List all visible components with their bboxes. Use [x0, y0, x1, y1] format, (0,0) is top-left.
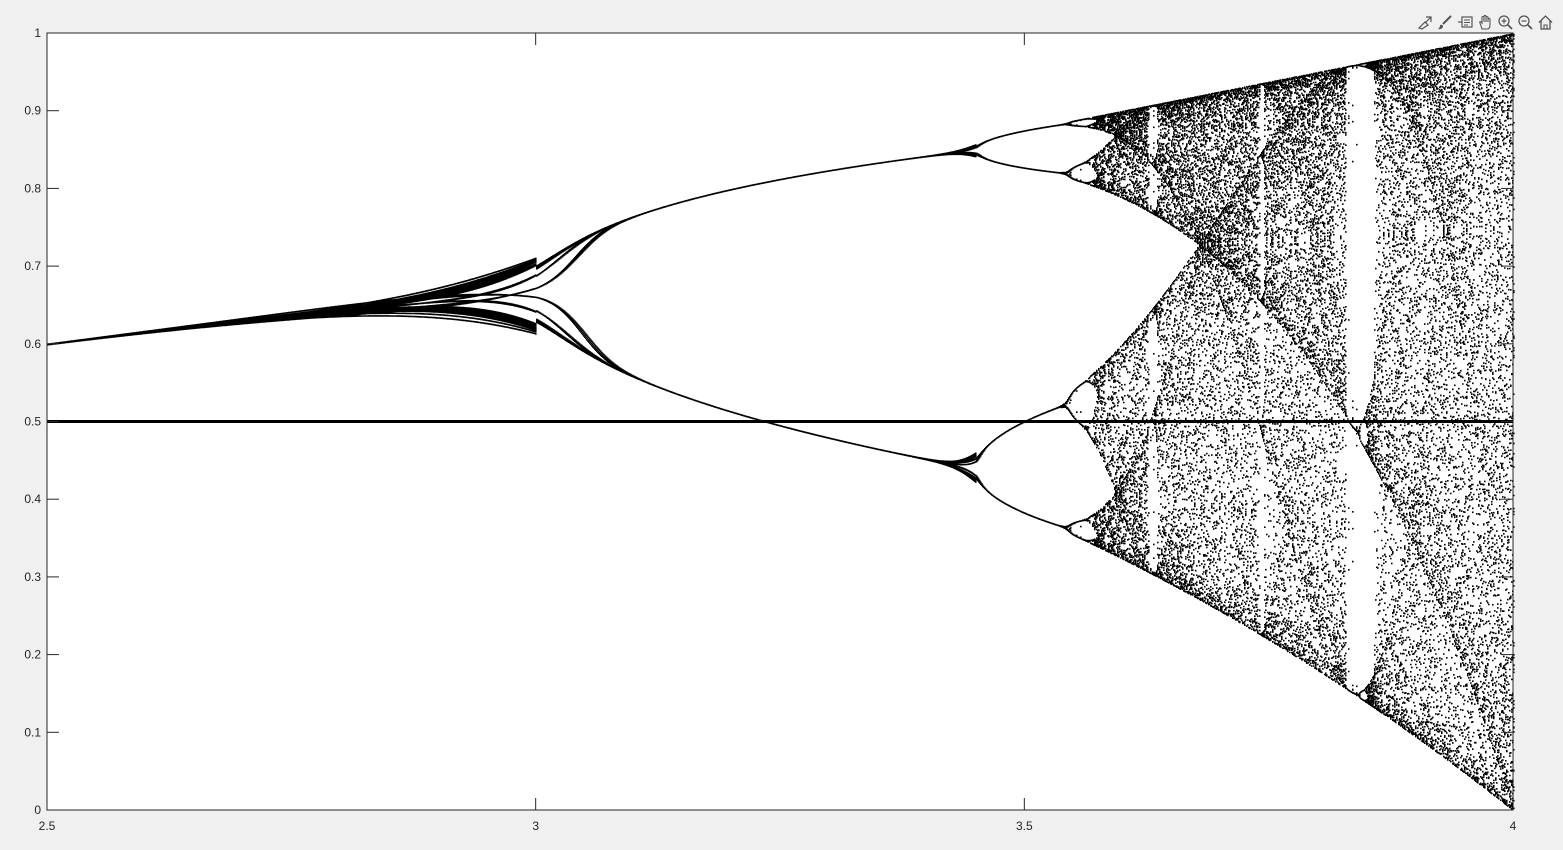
y-axis-ticks: 0 0.1 0.2 0.3 0.4 0.5 0.6 0.7 0.8 0.9 1 — [24, 26, 1513, 817]
brush-icon — [1437, 14, 1452, 29]
pan-button[interactable] — [1475, 12, 1495, 32]
x-tick-label: 4 — [1510, 819, 1517, 833]
pan-icon — [1478, 14, 1491, 30]
home-button[interactable] — [1535, 12, 1555, 32]
zoom-in-button[interactable] — [1495, 12, 1515, 32]
x-axis-ticks: 2.5 3 3.5 4 — [39, 33, 1517, 833]
y-tick-label: 0.6 — [24, 337, 41, 351]
data-tips-button[interactable] — [1455, 12, 1475, 32]
y-tick-label: 0.3 — [24, 570, 41, 584]
brush-export-icon — [1417, 15, 1432, 30]
x-tick-label: 3.5 — [1016, 819, 1033, 833]
zoom-out-button[interactable] — [1515, 12, 1535, 32]
brush-export-button[interactable] — [1415, 12, 1435, 32]
y-tick-label: 0.7 — [24, 259, 41, 273]
y-tick-label: 0.1 — [24, 725, 41, 739]
axes-toolbar — [1415, 11, 1555, 33]
brush-button[interactable] — [1435, 12, 1455, 32]
y-tick-label: 0 — [34, 803, 41, 817]
data-tips-icon — [1457, 15, 1473, 28]
home-icon — [1538, 14, 1552, 30]
zoom-out-icon — [1517, 14, 1533, 30]
y-tick-label: 0.2 — [24, 648, 41, 662]
y-tick-label: 0.5 — [24, 415, 41, 429]
y-tick-label: 1 — [34, 26, 41, 40]
zoom-in-icon — [1497, 14, 1513, 30]
x-tick-label: 2.5 — [39, 819, 56, 833]
y-tick-label: 0.9 — [24, 104, 41, 118]
x-tick-label: 3 — [532, 819, 539, 833]
y-tick-label: 0.8 — [24, 181, 41, 195]
y-tick-label: 0.4 — [24, 492, 41, 506]
